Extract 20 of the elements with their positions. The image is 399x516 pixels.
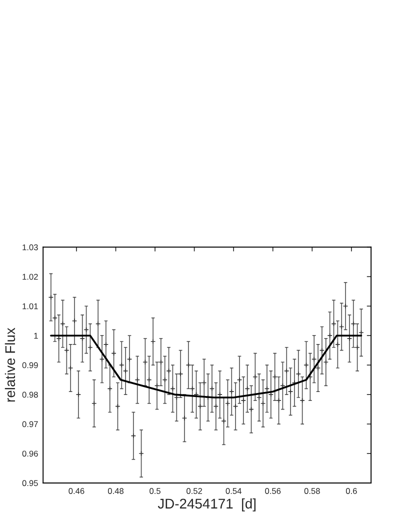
- y-tick-label: 0.97: [22, 421, 38, 428]
- x-axis-title: JD-2454171 [d]: [158, 498, 256, 512]
- y-tick-label: 1.01: [22, 303, 38, 310]
- y-tick-label: 1: [34, 332, 38, 339]
- y-tick-label: 0.98: [22, 392, 38, 398]
- line-series: [50, 334, 362, 398]
- y-tick-label: 0.96: [22, 450, 38, 457]
- x-tick-label: 0.58: [304, 488, 320, 494]
- y-tick-label: 1.02: [22, 274, 38, 280]
- y-tick-label: 0.99: [22, 362, 38, 368]
- x-tick-label: 0.5: [150, 488, 160, 494]
- y-axis-title: relative Flux: [4, 328, 16, 402]
- x-tick-label: 0.6: [346, 488, 357, 494]
- x-tick-label: 0.56: [265, 488, 281, 494]
- y-tick-label: 1.03: [22, 244, 38, 250]
- x-tick-label: 0.54: [226, 488, 242, 494]
- x-tick-label: 0.52: [186, 488, 202, 494]
- y-tick-label: 0.95: [22, 480, 38, 486]
- x-tick-label: 0.48: [108, 488, 124, 494]
- x-tick-label: 0.46: [68, 488, 84, 494]
